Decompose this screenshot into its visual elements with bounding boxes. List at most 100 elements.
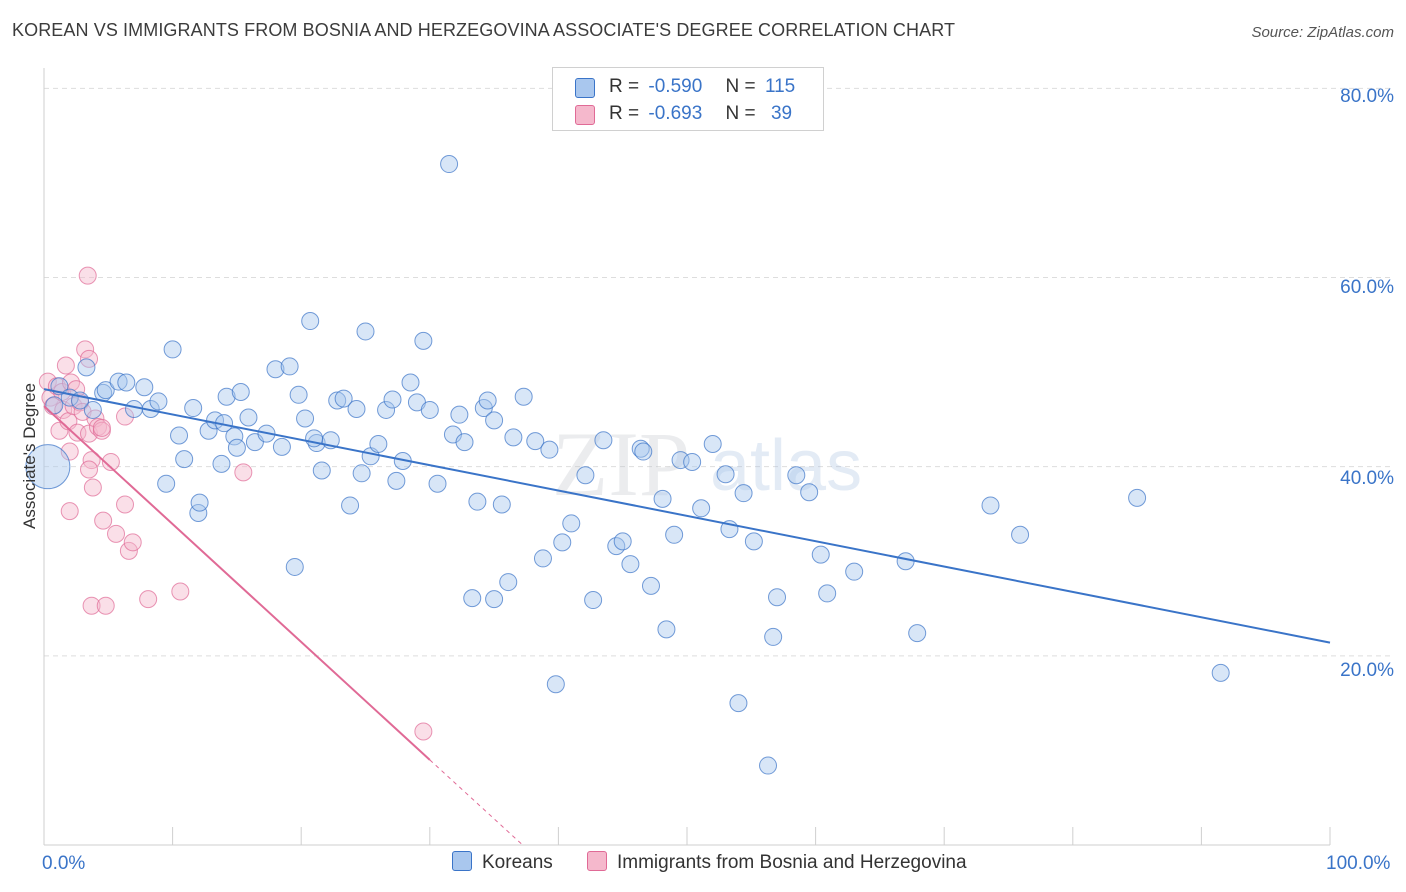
korean-point <box>692 499 711 518</box>
korean-point <box>420 400 439 419</box>
axes <box>43 68 1331 846</box>
korean-point <box>1211 663 1230 682</box>
korean-point <box>175 450 194 469</box>
korean-point <box>576 466 595 485</box>
korean-point <box>190 493 209 512</box>
legend-swatch-blue <box>575 78 595 98</box>
korean-point <box>296 409 315 428</box>
y-tick-label-40: 40.0% <box>1340 468 1394 489</box>
korean-point <box>621 555 640 574</box>
korean-point <box>285 557 304 576</box>
bosnia-point <box>92 418 111 437</box>
korean-point <box>428 474 447 493</box>
watermark: ZIP atlas <box>552 413 862 515</box>
legend-n-value: 39 <box>770 103 793 124</box>
series-bosnia-points <box>38 266 433 741</box>
korean-point <box>440 155 459 174</box>
bosnia-point <box>56 356 75 375</box>
watermark-atlas: atlas <box>710 426 862 506</box>
korean-point <box>514 387 533 406</box>
korean-point <box>562 514 581 533</box>
legend-n-label: N = <box>725 76 756 97</box>
bosnia-point <box>82 596 101 615</box>
bottom-legend-koreans: Koreans <box>452 851 553 874</box>
korean-point <box>184 399 203 418</box>
korean-point <box>468 492 487 511</box>
korean-point <box>981 496 1000 515</box>
korean-point <box>1128 488 1147 507</box>
korean-point <box>703 434 722 453</box>
korean-point <box>212 454 231 473</box>
korean-point <box>266 360 285 379</box>
series-koreans-points <box>25 155 1230 775</box>
korean-point <box>352 464 371 483</box>
y-tick-label-20: 20.0% <box>1340 660 1394 681</box>
bosnia-point <box>123 533 142 552</box>
korean-point <box>540 440 559 459</box>
korean-point <box>231 382 250 401</box>
y-axis-title: Associate's Degree <box>20 383 39 529</box>
korean-point <box>553 533 572 552</box>
korean-point <box>584 591 603 610</box>
korean-point <box>25 444 71 490</box>
korean-point <box>734 484 753 503</box>
korean-point <box>117 373 136 392</box>
korean-point <box>657 620 676 639</box>
bosnia-point <box>107 524 126 543</box>
korean-point <box>613 532 632 551</box>
korean-point <box>653 489 672 508</box>
korean-point <box>463 589 482 608</box>
korean-point <box>499 573 518 592</box>
legend-n-value: 115 <box>764 76 796 97</box>
korean-point <box>312 461 331 480</box>
korean-point <box>356 322 375 341</box>
korean-point <box>157 474 176 493</box>
bosnia-point <box>76 340 95 359</box>
bosnia-point <box>414 722 433 741</box>
korean-point <box>744 532 763 551</box>
bosnia-point <box>234 463 253 482</box>
korean-point <box>759 756 778 775</box>
korean-point <box>450 405 469 424</box>
chart-source: Source: ZipAtlas.com <box>1251 24 1394 41</box>
korean-point <box>83 400 102 419</box>
korean-point <box>800 483 819 502</box>
korean-point <box>729 694 748 713</box>
bottom-legend-swatch-pink <box>587 851 607 871</box>
korean-point <box>377 400 396 419</box>
korean-point <box>280 357 299 376</box>
korean-point <box>764 627 783 646</box>
korean-point <box>387 471 406 490</box>
bottom-legend-swatch-blue <box>452 851 472 871</box>
korean-point <box>641 576 660 595</box>
korean-point <box>908 624 927 643</box>
bosnia-point <box>80 460 99 479</box>
bottom-legend-bosnia-label: Immigrants from Bosnia and Herzegovina <box>617 852 967 873</box>
x-tick-label-100: 100.0% <box>1326 853 1391 874</box>
bosnia-trend-extension <box>429 759 523 846</box>
korean-point <box>383 390 402 409</box>
y-tick-label-60: 60.0% <box>1340 277 1394 298</box>
bosnia-point <box>171 582 190 601</box>
korean-point <box>369 434 388 453</box>
bosnia-point <box>78 266 97 285</box>
korean-point <box>289 385 308 404</box>
korean-point <box>414 331 433 350</box>
korean-point <box>787 466 806 485</box>
korean-point <box>665 525 684 544</box>
korean-point <box>341 496 360 515</box>
korean-point <box>225 427 244 446</box>
korean-point <box>594 431 613 450</box>
bosnia-point <box>139 590 158 609</box>
bosnia-point <box>119 541 138 560</box>
korean-point <box>504 428 523 447</box>
bosnia-point <box>83 478 102 497</box>
korean-point <box>149 392 168 411</box>
korean-point <box>683 452 702 471</box>
korean-point <box>1011 525 1030 544</box>
korean-point <box>634 442 653 461</box>
bosnia-point <box>60 442 79 461</box>
bosnia-point <box>96 596 115 615</box>
korean-point <box>811 545 830 564</box>
